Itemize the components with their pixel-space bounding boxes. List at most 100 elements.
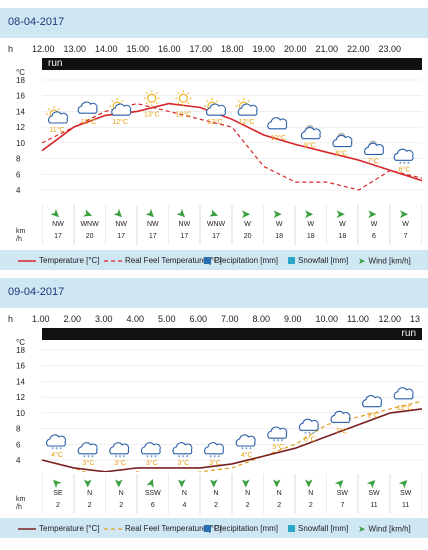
- wind-unit-label: km/h: [16, 228, 26, 243]
- wind-direction: SW: [399, 490, 412, 497]
- wind-cell: ➤ N 2: [232, 474, 263, 514]
- wind-cell: ➤ W 18: [264, 205, 295, 245]
- wind-speed: 2: [277, 502, 282, 509]
- svg-text:*: *: [399, 161, 402, 167]
- svg-text:*: *: [218, 455, 221, 461]
- forecast-panel-day2: 09-04-2017 h 1.00 2.00 3.00 4.00 5.00 6.00 7.00…: [0, 278, 428, 550]
- wind-arrow-icon: ➤: [367, 207, 378, 221]
- wind-direction: NW: [115, 221, 128, 228]
- wind-cell: ➤ W 18: [295, 205, 326, 245]
- wind-cell: ➤ WNW 20: [74, 205, 105, 245]
- snow-cloud-icon: * * *: [393, 148, 414, 167]
- run-bar: run: [42, 328, 422, 340]
- svg-text:*: *: [304, 431, 307, 437]
- svg-text:*: *: [403, 161, 406, 167]
- sun-icon: [175, 90, 192, 107]
- temp-label: 12°C: [81, 118, 97, 126]
- wind-row: ➤ NW 17 ➤ WNW 20 ➤ NW 17 ➤ NW 17 ➤ NW 17 ➤ WNW 17 ➤ W 20 ➤ W 18…: [42, 205, 422, 245]
- sun-icon: [143, 90, 160, 107]
- wind-arrow-icon: ➤: [173, 205, 191, 223]
- wind-arrow-icon: ➤: [398, 207, 409, 221]
- wind-speed: 2: [308, 502, 313, 509]
- y-tick-label: 4: [16, 186, 21, 195]
- wind-arrow-icon: ➤: [80, 205, 95, 223]
- snow-cloud-icon: * * *: [140, 442, 161, 461]
- hour-label: 14.00: [95, 44, 118, 54]
- night-cloud-icon: [300, 124, 321, 140]
- wind-direction: SSW: [144, 490, 161, 497]
- temp-label: 10°C: [270, 134, 286, 142]
- wind-cell: ➤ NW 17: [43, 205, 73, 245]
- temp-label: 11°C: [49, 126, 64, 134]
- svg-text:*: *: [115, 455, 118, 461]
- temp-label: 8°C: [336, 150, 348, 158]
- legend: Temperature [°C] Real Feel Temperature [°…: [0, 250, 428, 270]
- wind-cell: ➤ NW 17: [137, 205, 168, 245]
- wind-speed: 17: [180, 233, 189, 240]
- wind-direction: NW: [178, 221, 191, 228]
- legend-wind: ➤ Wind [km/h]: [358, 524, 411, 534]
- wind-cell: ➤ N 4: [169, 474, 200, 514]
- y-tick-label: 14: [16, 107, 25, 116]
- wind-speed: 7: [403, 233, 408, 240]
- wind-cell: ➤ W 6: [359, 205, 389, 245]
- hour-label: 13.00: [63, 44, 87, 54]
- wind-speed: 20: [85, 233, 94, 240]
- hour-label: 2.00: [63, 314, 82, 324]
- hour-label: 3.00: [95, 314, 113, 324]
- temp-label: 7°C: [336, 427, 348, 435]
- wind-speed: 2: [245, 502, 250, 509]
- svg-text:*: *: [154, 455, 157, 461]
- hour-label: 11.00: [347, 314, 369, 324]
- hour-label: 23.00: [378, 44, 402, 54]
- wind-unit-label: km/h: [16, 496, 26, 511]
- hour-label: 4.00: [126, 314, 145, 324]
- wind-direction: N: [213, 490, 219, 497]
- wind-direction: W: [307, 221, 315, 228]
- svg-text:*: *: [123, 455, 126, 461]
- wind-cell: ➤ NW 17: [169, 205, 200, 245]
- wind-direction: WNW: [206, 221, 226, 228]
- hour-label: 5.00: [158, 314, 176, 324]
- wind-cell: ➤ NW 17: [106, 205, 137, 245]
- svg-text:*: *: [119, 455, 122, 461]
- cloud-icon: [77, 101, 98, 114]
- wind-arrow-icon: ➤: [47, 474, 65, 492]
- wind-cell: ➤ W 20: [232, 205, 263, 245]
- wind-speed: 17: [148, 233, 157, 240]
- legend-temperature: Temperature [°C]: [18, 256, 100, 265]
- hour-label: 17.00: [189, 44, 213, 54]
- wind-arrow-icon: ➤: [331, 474, 349, 492]
- temperature-series: [41, 102, 423, 182]
- wind-speed: 4: [182, 502, 187, 509]
- sun-cloud-icon: [109, 98, 132, 116]
- wind-speed: 11: [401, 502, 410, 509]
- temp-label: 4°C: [51, 451, 63, 459]
- svg-text:*: *: [56, 447, 59, 453]
- wind-arrow-icon: ➤: [142, 475, 160, 491]
- wind-cell: ➤ N 2: [295, 474, 326, 514]
- wind-arrow-icon: ➤: [80, 477, 95, 489]
- y-tick-label: 6: [16, 440, 21, 449]
- wind-speed: 18: [275, 233, 284, 240]
- legend-wind: ➤ Wind [km/h]: [358, 256, 411, 266]
- wind-cell: ➤ W 18: [327, 205, 358, 245]
- svg-text:*: *: [308, 431, 311, 437]
- hour-label: 8.00: [252, 314, 271, 324]
- legend-precipitation: Precipitation [mm]: [204, 256, 278, 265]
- svg-text:*: *: [83, 455, 86, 461]
- hour-label: 1.00: [32, 314, 50, 324]
- hours-row: h 12.00 13.00 14.00 15.00 16.00 17.00 18.00 19.0…: [0, 44, 428, 58]
- real-feel-series: [41, 400, 423, 472]
- hour-label: 15.00: [126, 44, 150, 54]
- svg-text:*: *: [281, 439, 284, 445]
- date-label: 08-04-2017: [8, 16, 65, 28]
- svg-text:*: *: [245, 447, 248, 453]
- wind-direction: WNW: [80, 221, 99, 228]
- svg-text:*: *: [249, 447, 252, 453]
- legend-real-feel: Real Feel Temperature [°C]: [104, 256, 222, 265]
- wind-cell: ➤ N 2: [201, 474, 231, 514]
- legend-precipitation: Precipitation [mm]: [204, 524, 278, 533]
- wind-speed: 6: [372, 233, 376, 240]
- wind-speed: 17: [54, 233, 62, 240]
